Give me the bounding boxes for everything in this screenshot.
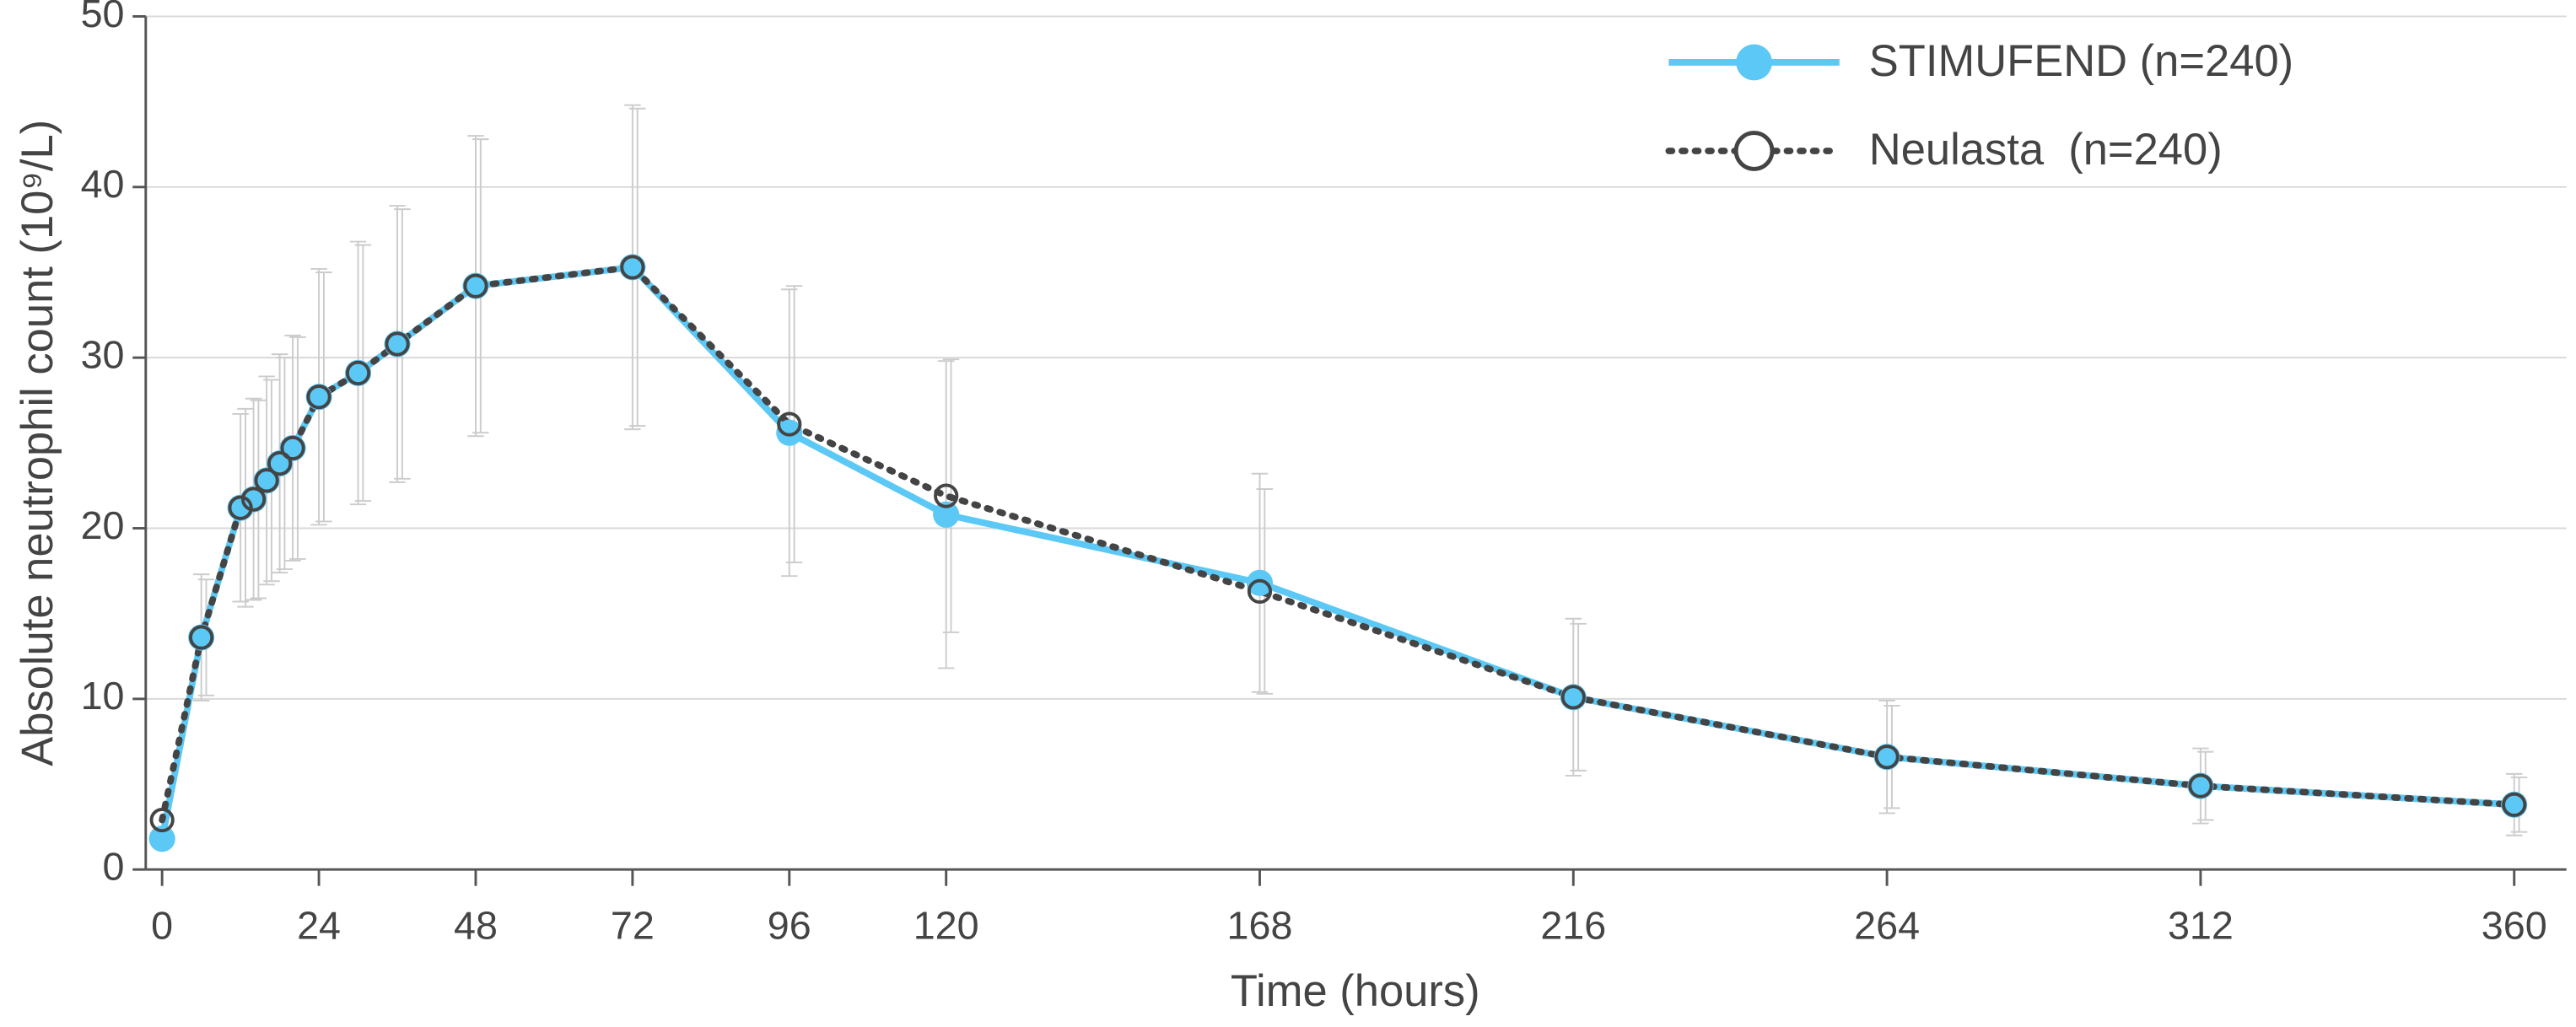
legend-label: Neulasta (n=240) — [1869, 125, 2223, 175]
data-point — [1246, 569, 1274, 596]
data-point — [306, 384, 331, 410]
y-tick-label: 40 — [81, 162, 125, 206]
y-axis-label: Absolute neutrophil count (10⁹/L) — [13, 120, 62, 766]
data-point — [934, 483, 959, 508]
x-tick-label: 168 — [1227, 904, 1293, 948]
x-tick-label: 96 — [768, 904, 811, 948]
data-point — [1247, 578, 1273, 604]
y-tick-label: 50 — [81, 0, 125, 35]
data-point — [1560, 685, 1586, 710]
legend-marker — [1733, 131, 1775, 171]
data-point — [2188, 773, 2213, 798]
legend-marker — [1736, 44, 1772, 81]
y-tick-label: 10 — [81, 674, 125, 718]
y-tick-label: 30 — [81, 332, 125, 376]
data-point — [620, 255, 645, 280]
data-point — [149, 807, 175, 833]
x-axis-label: Time (hours) — [1231, 966, 1480, 1016]
data-point — [241, 487, 267, 512]
x-tick-label: 360 — [2482, 904, 2547, 948]
data-point — [345, 360, 371, 385]
x-tick-label: 312 — [2168, 904, 2234, 948]
data-point — [280, 435, 305, 460]
data-point — [267, 451, 293, 476]
x-tick-label: 48 — [454, 904, 498, 948]
x-tick-label: 216 — [1540, 904, 1606, 948]
x-tick-label: 264 — [1854, 904, 1920, 948]
data-point — [228, 495, 253, 520]
y-tick-label: 0 — [103, 845, 125, 889]
series-line — [159, 263, 2514, 840]
data-point — [776, 419, 803, 446]
data-point — [777, 411, 802, 437]
x-tick-label: 72 — [611, 904, 655, 948]
data-point — [148, 825, 175, 852]
data-point — [463, 273, 488, 298]
data-point — [254, 468, 279, 493]
data-point — [385, 331, 410, 357]
x-tick-label: 120 — [913, 904, 979, 948]
data-point — [189, 625, 214, 650]
data-point — [1874, 745, 1900, 770]
legend-label: STIMUFEND (n=240) — [1869, 36, 2293, 86]
data-point — [2502, 792, 2527, 817]
data-point — [933, 501, 960, 528]
x-tick-label: 0 — [151, 904, 173, 948]
series-line — [159, 263, 2518, 824]
x-tick-label: 24 — [297, 904, 341, 948]
y-tick-label: 20 — [81, 503, 125, 547]
